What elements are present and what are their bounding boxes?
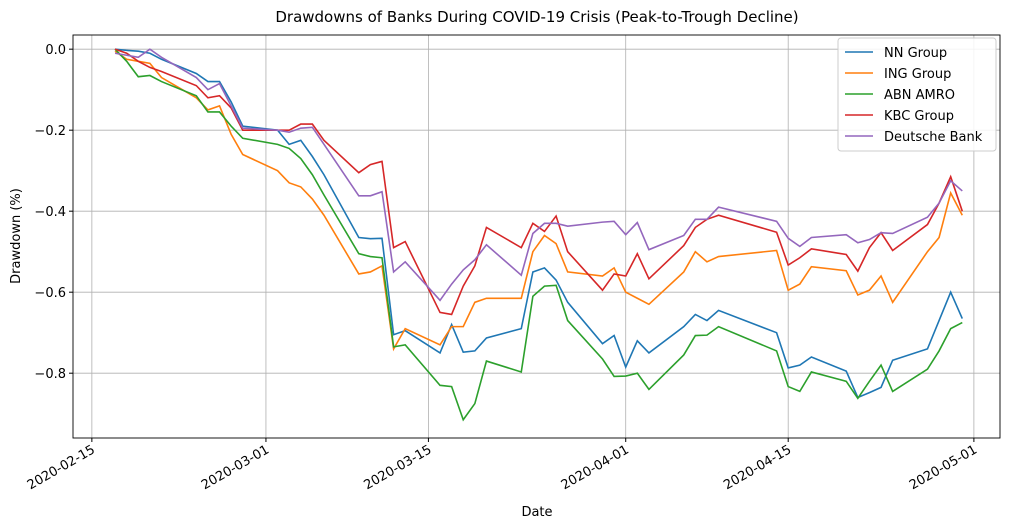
x-tick-label: 2020-03-01: [199, 442, 272, 493]
legend: NN Group ING Group ABN AMRO KBC Group Deutsc…: [837, 37, 997, 152]
y-tick-label: −0.2: [34, 124, 66, 139]
y-tick-label: −0.8: [34, 367, 66, 382]
chart-title: Drawdowns of Banks During COVID-19 Crisi…: [275, 8, 798, 26]
series-line: [114, 48, 964, 316]
y-tick-label: −0.4: [34, 205, 66, 220]
legend-frame: [837, 37, 997, 152]
series-line: [114, 48, 963, 302]
x-tick-label: 2020-02-15: [25, 442, 98, 493]
legend-label: NN Group: [884, 46, 947, 61]
series-line: [114, 48, 964, 399]
series-line: [114, 48, 963, 422]
legend-label: ABN AMRO: [884, 88, 955, 103]
x-tick-label: 2020-04-15: [721, 442, 794, 493]
legend-label: KBC Group: [884, 109, 954, 124]
x-tick-label: 2020-03-15: [361, 442, 434, 493]
x-axis-label: Date: [521, 505, 552, 520]
legend-label: Deutsche Bank: [884, 130, 983, 145]
y-tick-label: −0.6: [34, 286, 66, 301]
plot-frame: [72, 34, 1001, 439]
legend-label: ING Group: [884, 67, 951, 82]
x-tick-label: 2020-05-01: [907, 442, 980, 493]
series-line: [114, 50, 963, 352]
x-tick-label: 2020-04-01: [559, 442, 632, 493]
y-axis-label: Drawdown (%): [9, 188, 24, 284]
y-tick-label: 0.0: [45, 43, 66, 58]
